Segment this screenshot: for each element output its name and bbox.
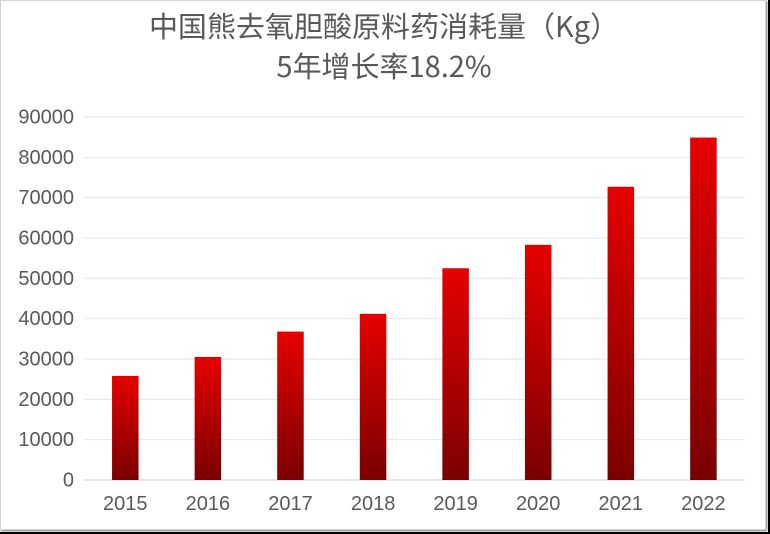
- svg-text:70000: 70000: [18, 187, 74, 209]
- svg-text:2022: 2022: [681, 493, 726, 515]
- svg-text:2017: 2017: [268, 493, 313, 515]
- svg-text:30000: 30000: [18, 349, 74, 371]
- svg-text:2019: 2019: [433, 493, 478, 515]
- svg-text:2018: 2018: [351, 493, 396, 515]
- svg-text:60000: 60000: [18, 228, 74, 250]
- svg-text:20000: 20000: [18, 389, 74, 411]
- svg-text:2015: 2015: [103, 493, 148, 515]
- svg-text:2016: 2016: [186, 493, 231, 515]
- svg-text:40000: 40000: [18, 308, 74, 330]
- svg-text:2020: 2020: [516, 493, 561, 515]
- svg-text:2021: 2021: [599, 493, 644, 515]
- svg-text:10000: 10000: [18, 429, 74, 451]
- svg-text:0: 0: [63, 470, 74, 492]
- svg-text:50000: 50000: [18, 268, 74, 290]
- svg-text:80000: 80000: [18, 147, 74, 169]
- svg-text:90000: 90000: [18, 107, 74, 129]
